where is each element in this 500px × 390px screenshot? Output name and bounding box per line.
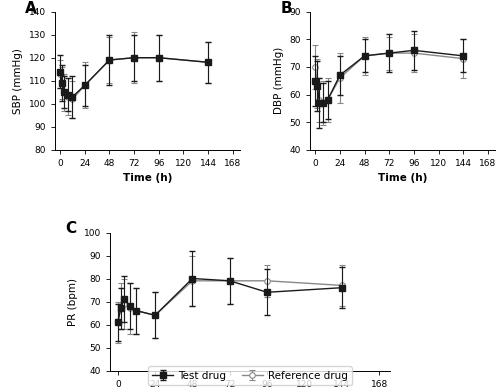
- Y-axis label: PR (bpm): PR (bpm): [68, 278, 78, 326]
- X-axis label: Time (h): Time (h): [122, 173, 172, 183]
- Text: B: B: [280, 1, 292, 16]
- Y-axis label: SBP (mmHg): SBP (mmHg): [13, 48, 23, 113]
- Y-axis label: DBP (mmHg): DBP (mmHg): [274, 47, 284, 114]
- Text: A: A: [26, 1, 37, 16]
- X-axis label: Time (h): Time (h): [378, 173, 428, 183]
- Text: C: C: [65, 222, 76, 236]
- Legend: Test drug, Reference drug: Test drug, Reference drug: [148, 367, 352, 385]
